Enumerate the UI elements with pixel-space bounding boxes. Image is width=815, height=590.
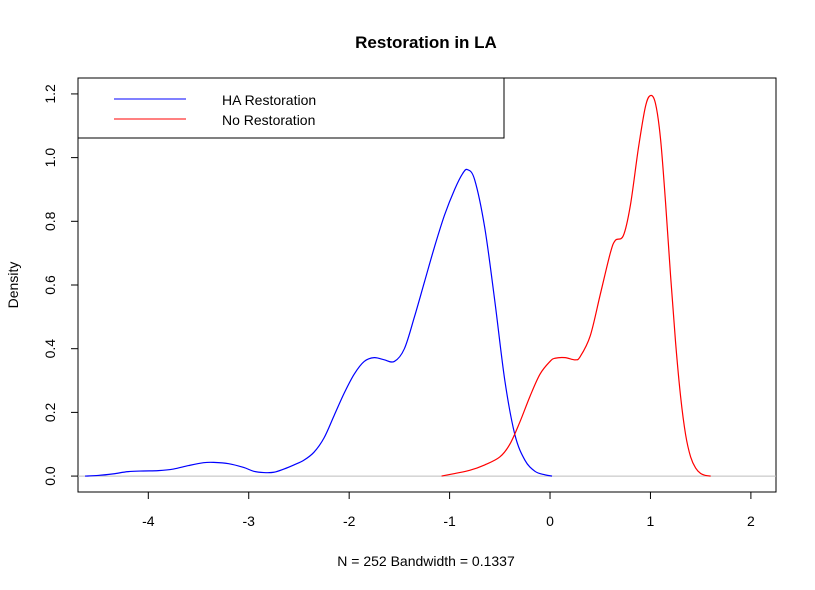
y-tick-label: 0.2 bbox=[42, 402, 58, 422]
y-tick-label: 1.2 bbox=[42, 84, 58, 104]
y-tick-label: 0.6 bbox=[42, 275, 58, 295]
x-axis: -4 -3 -2 -1 0 1 2 bbox=[142, 491, 755, 529]
y-axis: 0.0 0.2 0.4 0.6 0.8 1.0 1.2 bbox=[42, 84, 79, 486]
y-tick-label: 0.8 bbox=[42, 211, 58, 231]
x-tick-label: -2 bbox=[343, 513, 356, 529]
legend: HA Restoration No Restoration bbox=[77, 77, 505, 139]
series-line-no-restoration bbox=[441, 94, 711, 477]
y-axis-label: Density bbox=[5, 262, 21, 309]
legend-box bbox=[77, 77, 505, 139]
x-tick-label: 2 bbox=[747, 513, 755, 529]
y-tick-label: 0.4 bbox=[42, 339, 58, 359]
legend-label-ha-restoration: HA Restoration bbox=[222, 92, 316, 108]
x-tick-label: 0 bbox=[546, 513, 554, 529]
x-axis-label: N = 252 Bandwidth = 0.1337 bbox=[337, 553, 515, 569]
chart-title: Restoration in LA bbox=[355, 33, 497, 52]
series-line-ha-restoration bbox=[84, 168, 553, 477]
x-tick-label: -3 bbox=[243, 513, 256, 529]
y-tick-label: 1.0 bbox=[42, 148, 58, 168]
legend-label-no-restoration: No Restoration bbox=[222, 112, 315, 128]
x-tick-label: -4 bbox=[142, 513, 155, 529]
y-tick-label: 0.0 bbox=[42, 466, 58, 486]
series-layer bbox=[84, 94, 711, 477]
x-tick-label: -1 bbox=[443, 513, 456, 529]
x-tick-label: 1 bbox=[647, 513, 655, 529]
